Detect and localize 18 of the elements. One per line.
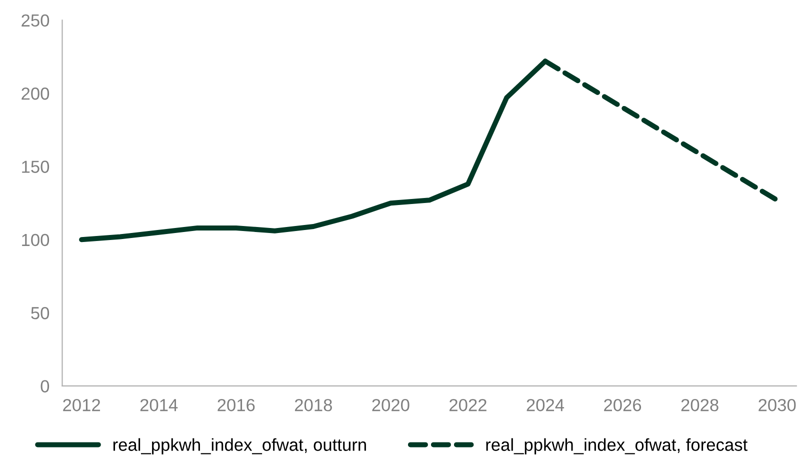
x-tick-label: 2026 [604,398,642,412]
x-tick-label: 2030 [758,398,796,412]
y-tick-label: 50 [31,306,50,320]
x-tick-label: 2016 [218,398,255,412]
y-tick-label: 0 [40,380,50,392]
y-tick-label: 150 [22,160,50,173]
legend-label: real_ppkwh_index_ofwat, forecast [486,438,748,454]
x-tick-label: 2020 [372,398,410,412]
x-tick-label: 2012 [63,398,100,412]
y-tick-label: 200 [22,88,50,100]
x-tick-label: 2022 [450,398,486,412]
legend-label: real_ppkwh_index_ofwat, outturn [113,438,366,454]
x-tick-label: 2024 [526,398,564,412]
x-tick-label: 2014 [140,398,178,412]
x-tick-label: 2028 [681,398,718,412]
y-tick-label: 250 [22,14,50,27]
y-tick-label: 100 [22,234,50,246]
x-tick-label: 2018 [294,398,332,412]
